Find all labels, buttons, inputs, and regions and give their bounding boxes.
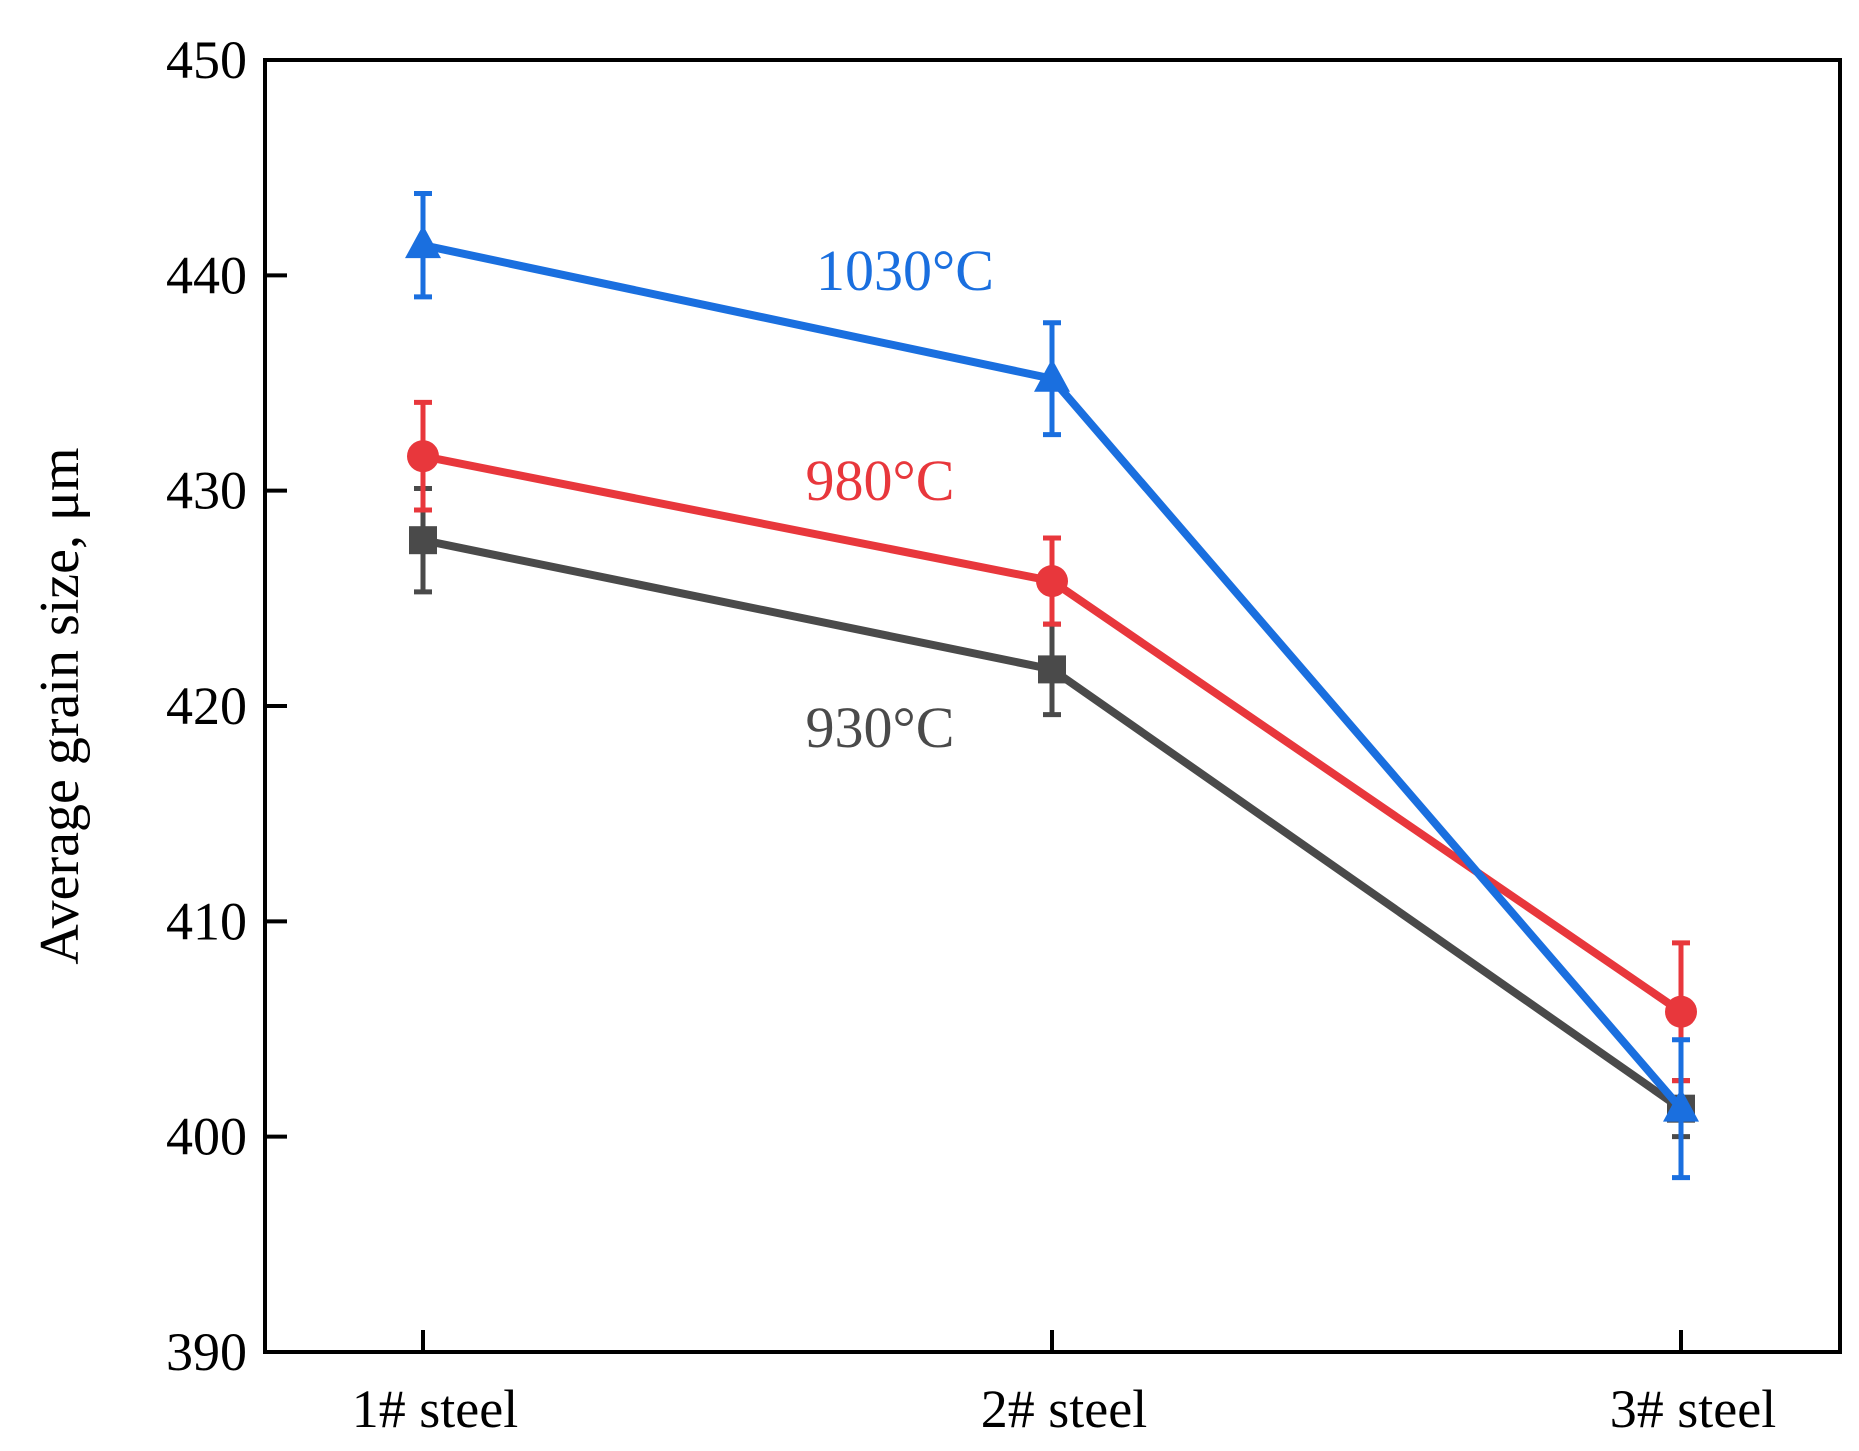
y-tick-label: 410 [166, 891, 247, 951]
y-tick-label: 450 [166, 30, 247, 90]
series-layer [405, 191, 1699, 1181]
y-tick-label: 440 [166, 245, 247, 305]
data-point-circle [1036, 565, 1068, 598]
data-point-circle [1665, 995, 1697, 1028]
data-point-triangle [1034, 358, 1070, 392]
x-tick-label: 1# steel [352, 1379, 518, 1439]
y-axis-title: Average grain size, μm [29, 447, 91, 964]
y-tick-label: 390 [166, 1322, 247, 1382]
y-tick-label: 430 [166, 461, 247, 521]
data-point-square [1038, 655, 1066, 684]
x-tick-label: 3# steel [1610, 1379, 1776, 1439]
series-label: 1030°C [816, 238, 994, 303]
y-tick-label: 400 [166, 1107, 247, 1167]
x-axis-ticks: 1# steel 2# steel 3# steel [352, 1330, 1776, 1439]
y-axis-ticks: 390 400 410 420 430 440 450 [166, 30, 287, 1382]
series-label: 980°C [806, 448, 955, 513]
series-labels: 930°C 980°C 1030°C [806, 238, 994, 760]
x-tick-label: 2# steel [981, 1379, 1147, 1439]
data-point-triangle [405, 225, 441, 259]
series-circle [407, 399, 1697, 1084]
data-point-triangle [1663, 1088, 1699, 1122]
data-point-square [409, 526, 437, 555]
y-tick-label: 420 [166, 676, 247, 736]
data-point-circle [407, 440, 439, 473]
series-label: 930°C [806, 695, 955, 760]
series-triangle [405, 191, 1699, 1181]
